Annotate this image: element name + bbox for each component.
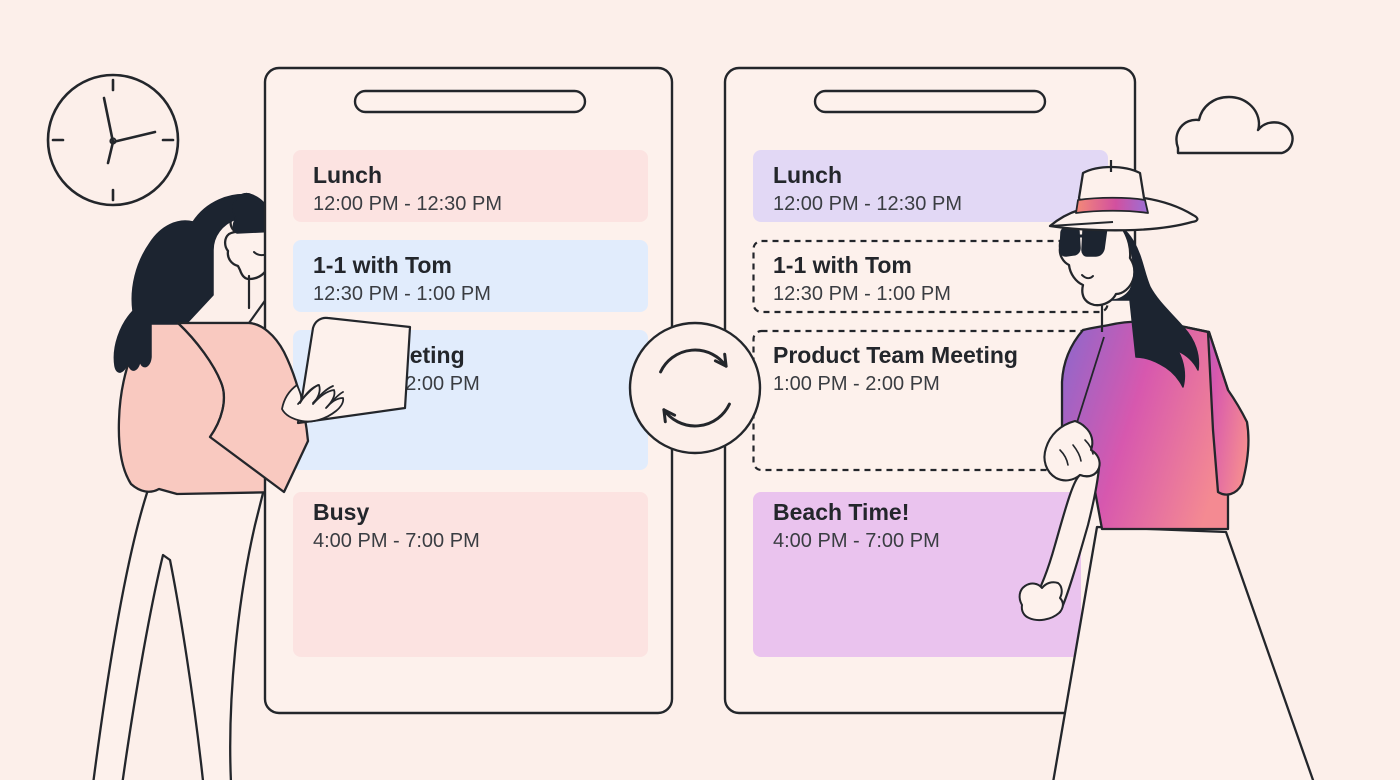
svg-text:12:30 PM - 1:00 PM: 12:30 PM - 1:00 PM [773, 283, 951, 305]
svg-text:12:00 PM - 12:30 PM: 12:00 PM - 12:30 PM [773, 193, 962, 215]
svg-text:12:00 PM - 12:30 PM: 12:00 PM - 12:30 PM [313, 193, 502, 215]
svg-text:1-1 with Tom: 1-1 with Tom [313, 252, 452, 278]
svg-text:Beach Time!: Beach Time! [773, 499, 909, 525]
svg-text:1:00 PM - 2:00 PM: 1:00 PM - 2:00 PM [773, 373, 940, 395]
svg-text:4:00 PM - 7:00 PM: 4:00 PM - 7:00 PM [773, 530, 940, 552]
svg-text:Busy: Busy [313, 499, 369, 525]
svg-text:Product Team Meeting: Product Team Meeting [773, 342, 1018, 368]
svg-text:1-1 with Tom: 1-1 with Tom [773, 252, 912, 278]
svg-text:12:30 PM - 1:00 PM: 12:30 PM - 1:00 PM [313, 283, 491, 305]
svg-text:4:00 PM - 7:00 PM: 4:00 PM - 7:00 PM [313, 530, 480, 552]
svg-text:Lunch: Lunch [313, 162, 382, 188]
svg-text:Lunch: Lunch [773, 162, 842, 188]
